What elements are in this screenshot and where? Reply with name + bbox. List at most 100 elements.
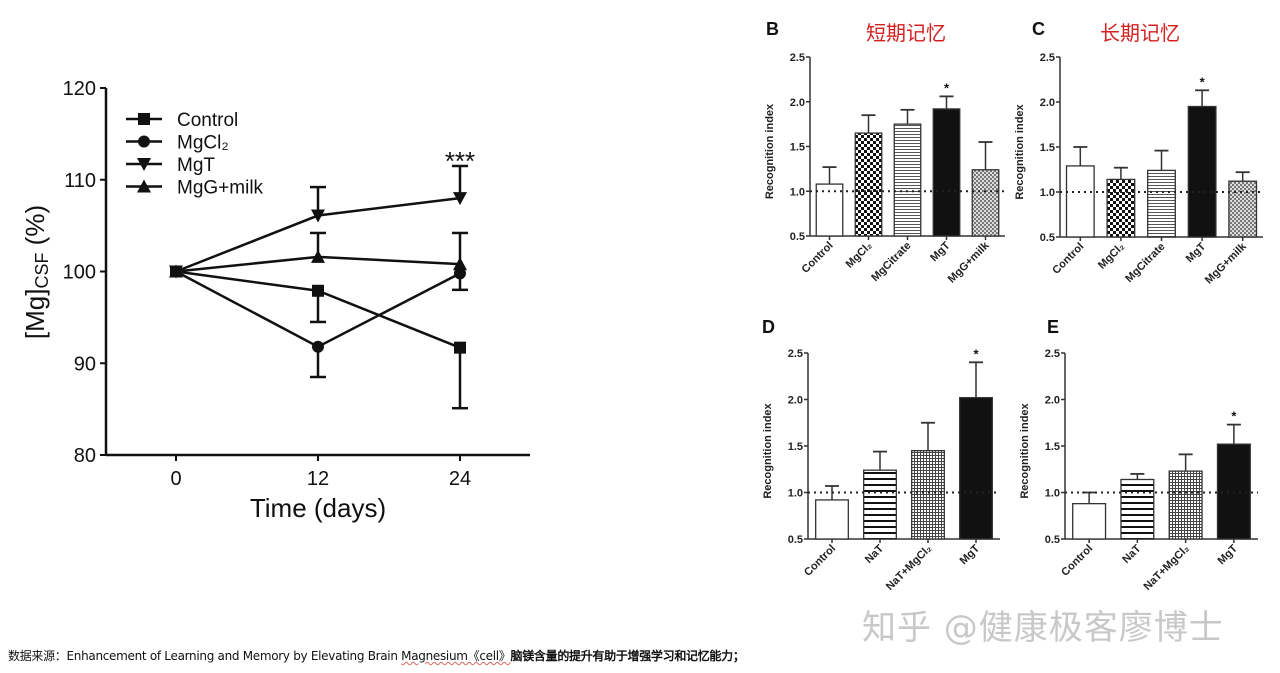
- data-point: [454, 267, 466, 280]
- series-mgg-milk: [169, 231, 468, 278]
- y-axis-title: Recognition index: [1019, 402, 1031, 498]
- y-tick-label: 100: [63, 262, 96, 284]
- y-tick-label: 0.5: [788, 534, 803, 546]
- legend-marker: [137, 179, 151, 193]
- y-tick-label: 0.5: [1045, 534, 1060, 546]
- y-tick-label: 90: [74, 353, 96, 375]
- x-tick-label: MgT: [928, 239, 953, 264]
- line-chart-mg-csf: 80 90 100 110 120 0 12 24 Time (days) [Mg]CSF (%)…: [20, 78, 530, 523]
- bar: [815, 499, 849, 540]
- x-axis-title: Time (days): [250, 493, 386, 523]
- x-tick-label: Control: [802, 543, 838, 579]
- data-point: [311, 209, 325, 223]
- bar-chart-panel-e: E 0.5 1.0 1.5 2.0 2.5 Recognition index Control…: [1019, 317, 1258, 593]
- x-tick-label-group: Control: [1059, 543, 1095, 579]
- bar: [1187, 105, 1217, 238]
- panel-title: 长期记忆: [1100, 21, 1180, 45]
- x-tick-label: MgCitrate: [869, 240, 913, 284]
- significance-star: *: [1231, 409, 1237, 424]
- legend-label: MgG+milk: [177, 178, 264, 199]
- x-tick-label: NaT: [1120, 542, 1143, 565]
- significance-annotation: ***: [445, 146, 475, 176]
- bar: [863, 469, 897, 540]
- bar: [1228, 180, 1258, 238]
- x-tick-label: Control: [1050, 241, 1086, 277]
- data-point: [453, 257, 467, 271]
- y-tick-label: 1.5: [1040, 142, 1055, 154]
- x-tick-label: NaT+MgCl₂: [884, 543, 934, 593]
- x-tick-label: MgG+milk: [1203, 240, 1249, 286]
- x-tick-label: MgG+milk: [946, 239, 992, 285]
- bar: [1147, 169, 1176, 238]
- legend-marker: [138, 135, 150, 148]
- y-tick-label: 80: [74, 445, 96, 467]
- y-label-sub: CSF: [32, 253, 52, 289]
- y-axis-title-text: [Mg]CSF (%): [20, 205, 52, 339]
- x-tick-label-group: MgCitrate: [869, 240, 913, 284]
- panel-letter: E: [1047, 317, 1059, 337]
- bar: [1120, 478, 1155, 540]
- x-tick-label-group: MgT: [928, 239, 953, 264]
- y-tick-label: 2.0: [790, 97, 805, 109]
- x-tick-label-group: Control: [802, 543, 838, 579]
- x-tick-label: 24: [449, 468, 471, 490]
- y-axis-title-text: Recognition index: [1014, 103, 1026, 199]
- series-mgt: [169, 164, 468, 279]
- legend-label: MgCl₂: [177, 133, 229, 154]
- caption-summary: 脑镁含量的提升有助于增强学习和记忆能力；: [510, 649, 745, 663]
- x-tick-label: NaT: [863, 542, 886, 565]
- y-tick-label: 2.5: [790, 52, 805, 64]
- bar: [893, 123, 922, 237]
- x-tick-label-group: NaT: [863, 542, 886, 565]
- x-tick-label-group: NaT+MgCl₂: [1142, 543, 1192, 593]
- x-tick-label-group: MgT: [1216, 542, 1241, 567]
- y-axis-title-text: Recognition index: [764, 103, 776, 199]
- x-tick-label: 0: [170, 468, 181, 490]
- x-tick-label: MgT: [958, 542, 983, 567]
- bar: [1065, 165, 1095, 238]
- y-tick-label: 2.5: [1040, 52, 1055, 64]
- legend-marker: [137, 158, 151, 171]
- bar: [959, 396, 993, 540]
- panel-letter: D: [762, 317, 775, 337]
- bar: [854, 132, 883, 237]
- x-tick-label: MgCitrate: [1123, 241, 1167, 285]
- caption-source: Magnesium《cell》: [401, 649, 511, 663]
- y-tick-label: 1.5: [1045, 441, 1060, 453]
- x-tick-label: Control: [799, 240, 835, 276]
- y-tick-label: 2.0: [788, 395, 803, 407]
- data-point: [169, 264, 183, 278]
- y-tick-label: 120: [63, 78, 96, 100]
- significance-star: *: [973, 346, 979, 361]
- y-tick-label: 1.0: [788, 488, 803, 500]
- x-tick-label-group: MgT: [958, 542, 983, 567]
- y-tick-label: 2.0: [1040, 97, 1055, 109]
- y-tick-label: 1.5: [788, 441, 803, 453]
- legend-label: MgT: [177, 155, 215, 176]
- x-tick-label: 12: [307, 468, 329, 490]
- panel-title: 短期记忆: [866, 21, 946, 45]
- x-tick-label: NaT+MgCl₂: [1142, 543, 1192, 593]
- y-tick-label: 110: [64, 170, 96, 192]
- x-tick-label-group: Control: [799, 240, 835, 276]
- panel-letter: C: [1032, 19, 1045, 39]
- x-tick-label-group: MgCl₂: [844, 240, 875, 271]
- significance-star: *: [1200, 74, 1206, 89]
- x-tick-label: MgCl₂: [1096, 241, 1127, 272]
- legend-marker: [138, 113, 150, 125]
- caption-prefix: 数据来源：Enhancement of Learning and Memory …: [8, 649, 402, 663]
- y-tick-label: 2.5: [788, 348, 803, 360]
- y-axis-title: Recognition index: [1014, 103, 1026, 199]
- x-tick-label: Control: [1059, 543, 1095, 579]
- bar: [971, 169, 1000, 237]
- x-tick-label-group: MgT: [1184, 240, 1209, 265]
- watermark: 知乎 @健康极客廖博士: [862, 608, 1224, 648]
- y-axis-title: Recognition index: [764, 103, 776, 199]
- y-tick-label: 1.0: [1045, 488, 1060, 500]
- data-point: [312, 340, 324, 353]
- x-tick-label: MgT: [1216, 542, 1241, 567]
- x-tick-label: MgCl₂: [844, 240, 875, 271]
- y-axis-title-text: Recognition index: [762, 402, 774, 498]
- data-point: [453, 192, 467, 206]
- data-point: [311, 249, 325, 263]
